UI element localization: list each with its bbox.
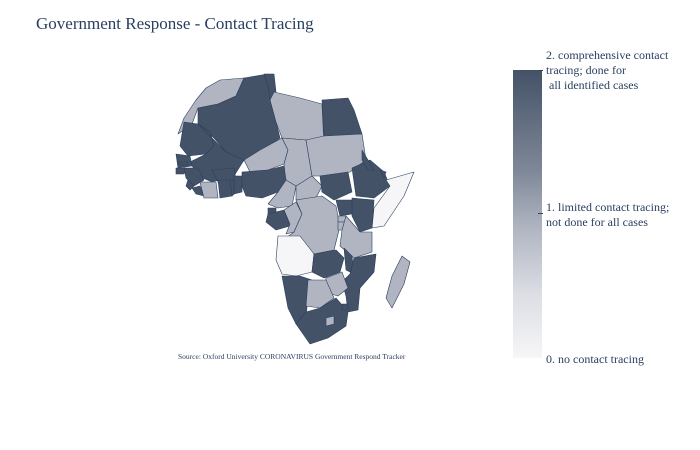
country-benin[interactable] (233, 175, 243, 195)
country-cote-divoire[interactable] (199, 181, 219, 199)
country-guinea-bissau[interactable] (175, 167, 187, 175)
country-ghana[interactable] (217, 179, 233, 199)
colorbar-label-1-line1: 1. limited contact tracing; (546, 200, 670, 214)
colorbar-tick-2 (538, 70, 543, 71)
colorbar-label-1: 1. limited contact tracing; not done for… (546, 200, 696, 230)
colorbar-label-2-line3: all identified cases (546, 78, 639, 92)
country-senegal[interactable] (175, 153, 193, 169)
colorbar-label-0: 0. no contact tracing (546, 352, 696, 367)
country-sierra-leone[interactable] (185, 179, 195, 191)
colorbar-label-2-line1: 2. comprehensive contact (546, 48, 669, 62)
country-zambia[interactable] (311, 249, 345, 279)
country-gabon[interactable] (265, 209, 291, 231)
country-tanzania[interactable] (339, 215, 373, 259)
source-note: Source: Oxford University CORONAVIRUS Go… (178, 352, 406, 361)
country-gambia[interactable] (177, 161, 189, 166)
country-south-africa[interactable] (295, 297, 349, 345)
colorbar-label-1-line2: not done for all cases (546, 215, 648, 229)
colorbar-tick-1 (538, 213, 543, 214)
figure-title: Government Response - Contact Tracing (36, 14, 314, 33)
country-angola[interactable] (275, 235, 315, 277)
country-guinea[interactable] (183, 167, 205, 187)
country-djibouti[interactable] (379, 169, 387, 179)
country-egypt[interactable] (321, 97, 363, 137)
country-mozambique[interactable] (341, 253, 377, 313)
country-madagascar[interactable] (385, 255, 411, 309)
country-botswana[interactable] (305, 279, 335, 309)
country-car[interactable] (295, 175, 323, 201)
country-somalia[interactable] (371, 171, 415, 229)
colorbar-label-2-line2: tracing; done for (546, 63, 626, 77)
colorbar-label-2: 2. comprehensive contact tracing; done f… (546, 48, 696, 93)
colorbar (513, 70, 542, 358)
country-namibia[interactable] (281, 275, 313, 325)
country-south-sudan[interactable] (319, 171, 353, 201)
country-uganda[interactable] (335, 199, 353, 217)
country-kenya[interactable] (351, 197, 375, 233)
colorbar-label-0-line1: 0. no contact tracing (546, 352, 644, 366)
country-lesotho[interactable] (325, 315, 335, 327)
country-eswatini[interactable] (341, 303, 349, 311)
country-eritrea[interactable] (361, 149, 375, 171)
